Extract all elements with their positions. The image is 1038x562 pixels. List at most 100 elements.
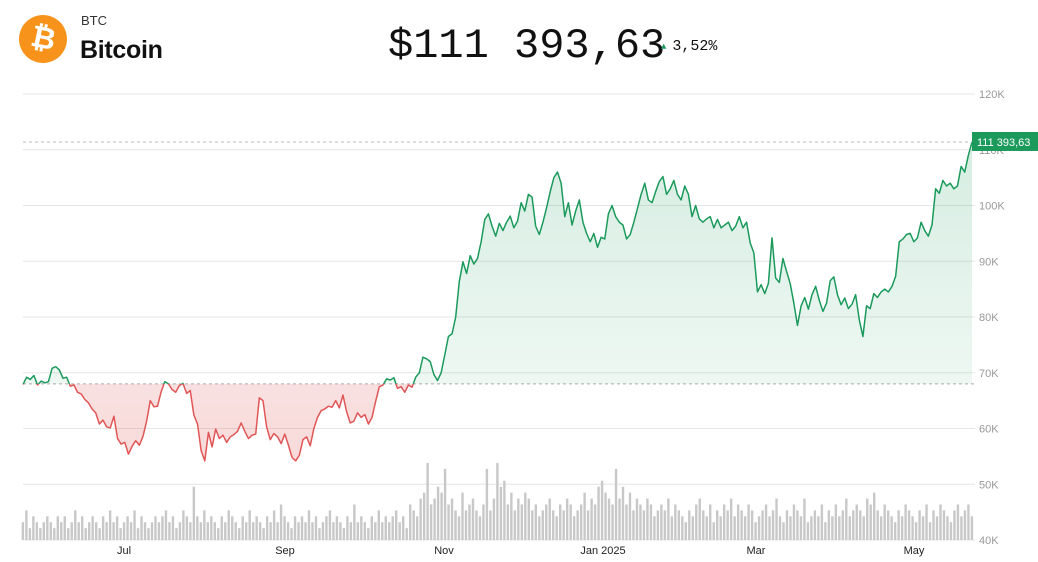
volume-bar — [897, 510, 900, 540]
volume-bar — [157, 522, 161, 540]
volume-bar — [447, 504, 450, 540]
volume-bar — [25, 510, 28, 540]
volume-bar — [656, 510, 660, 540]
volume-bar — [862, 516, 865, 540]
volume-bar — [621, 486, 625, 540]
price-area-up — [23, 141, 972, 384]
volume-bar — [129, 522, 133, 540]
volume-bar — [747, 504, 750, 540]
volume-bar — [381, 522, 384, 540]
price-line-up — [22, 141, 973, 384]
volume-bar — [562, 510, 565, 540]
volume-bar — [531, 510, 534, 540]
y-tick-label: 120K — [979, 89, 1005, 101]
volume-bar — [667, 498, 670, 540]
volume-bar — [576, 510, 579, 540]
volume-bar — [388, 522, 391, 540]
volume-bar — [150, 522, 154, 540]
volume-bar — [255, 516, 258, 540]
volume-bar — [119, 528, 122, 540]
volume-bar — [408, 504, 412, 540]
volume-bar — [318, 528, 321, 540]
volume-bar — [241, 516, 244, 540]
volume-bar — [757, 516, 761, 540]
volume-bar — [405, 528, 408, 540]
volume-bar — [803, 498, 806, 540]
volume-bar — [492, 498, 496, 540]
volume-bar — [646, 498, 649, 540]
asset-name: Bitcoin — [80, 36, 163, 64]
volume-bar — [548, 498, 551, 540]
volume-bar — [244, 522, 248, 540]
volume-bar — [688, 510, 691, 540]
volume-bar — [248, 510, 251, 540]
volume-bar — [374, 522, 377, 540]
volume-bar — [719, 516, 722, 540]
volume-bar — [935, 516, 939, 540]
volume-bar — [377, 510, 380, 540]
volume-bar — [238, 528, 241, 540]
volume-bar — [370, 516, 373, 540]
volume-bar — [925, 504, 928, 540]
volume-bar — [28, 528, 32, 540]
volume-bar — [709, 504, 712, 540]
y-tick-label: 80K — [979, 312, 999, 324]
volume-bar — [953, 510, 956, 540]
volume-bar — [325, 516, 328, 540]
volume-bar — [611, 504, 614, 540]
volume-bar — [290, 528, 293, 540]
volume-bar — [314, 516, 318, 540]
volume-bar — [63, 516, 66, 540]
volume-bar — [879, 516, 883, 540]
volume-bar — [192, 486, 196, 540]
volume-bar — [94, 522, 98, 540]
volume-bar — [227, 510, 230, 540]
volume-bar — [859, 510, 862, 540]
volume-bar — [171, 516, 175, 540]
x-tick-label: May — [904, 545, 925, 557]
volume-bar — [838, 516, 841, 540]
volume-bar — [810, 516, 813, 540]
volume-bar — [391, 516, 394, 540]
volume-bar — [335, 516, 339, 540]
volume-bar — [468, 504, 471, 540]
volume-bar — [122, 522, 126, 540]
volume-bar — [796, 510, 799, 540]
volume-bar — [178, 522, 182, 540]
volume-bar — [541, 510, 544, 540]
volume-bar — [286, 522, 290, 540]
volume-bar — [269, 522, 272, 540]
volume-bar — [698, 498, 701, 540]
volume-bar — [914, 522, 918, 540]
price-change: ▲ 3,52% — [661, 38, 717, 55]
volume-bar — [353, 504, 356, 540]
volume-bar — [356, 522, 360, 540]
volume-bar — [890, 516, 893, 540]
volume-bar — [604, 492, 607, 540]
volume-bar — [782, 522, 785, 540]
volume-bar — [956, 504, 960, 540]
volume-bar — [419, 498, 422, 540]
x-tick-label: Mar — [747, 545, 766, 557]
volume-bar — [126, 516, 129, 540]
volume-bar — [251, 522, 255, 540]
volume-bar — [928, 522, 932, 540]
volume-bar — [311, 522, 314, 540]
volume-bar — [143, 522, 147, 540]
volume-bar — [625, 504, 628, 540]
volume-bar — [412, 510, 415, 540]
volume-bar — [395, 510, 398, 540]
volume-bar — [457, 516, 461, 540]
volume-bar — [660, 504, 663, 540]
volume-bar — [677, 510, 681, 540]
volume-bar — [332, 522, 335, 540]
volume-bar — [705, 516, 708, 540]
volume-bar — [49, 522, 53, 540]
volume-bar — [98, 528, 101, 540]
volume-bar — [164, 510, 168, 540]
volume-bar — [820, 504, 824, 540]
volume-bar — [32, 516, 35, 540]
x-tick-label: Jan 2025 — [580, 545, 625, 557]
volume-bar — [712, 522, 715, 540]
